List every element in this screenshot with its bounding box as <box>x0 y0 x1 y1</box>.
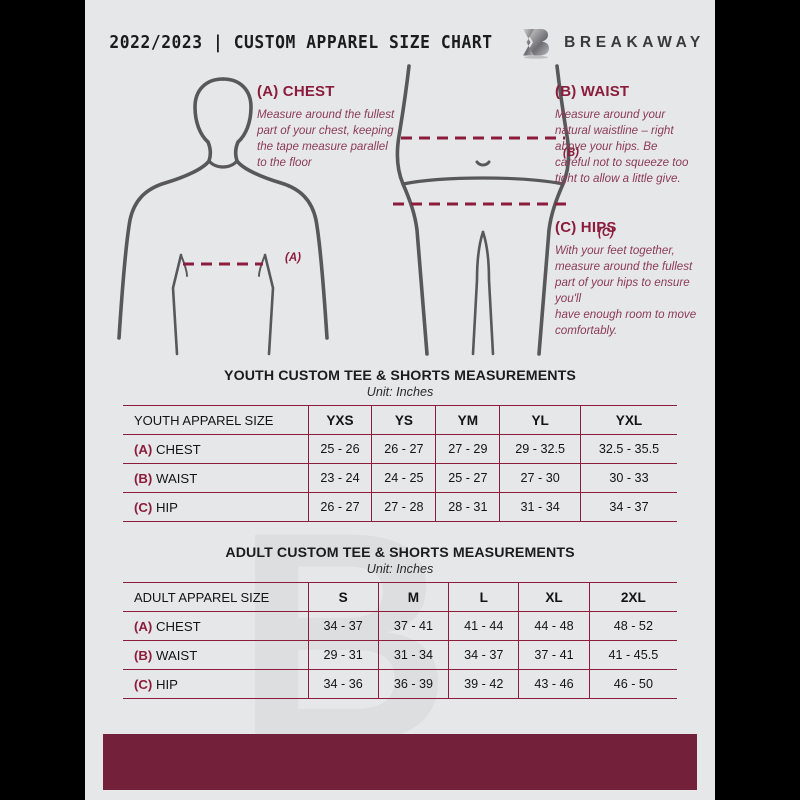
row-tag: (A) <box>134 618 153 634</box>
row-label: (C) HIP <box>123 669 308 699</box>
cell-value: 37 - 41 <box>377 611 449 641</box>
column-header-size: YS <box>371 405 436 435</box>
row-name: HIP <box>155 676 178 692</box>
row-tag: (A) <box>134 441 153 457</box>
table-row: (C) HIP 34 - 36 36 - 39 39 - 42 43 - 46 … <box>123 669 677 699</box>
youth-table-title: YOUTH CUSTOM TEE & SHORTS MEASUREMENTS <box>224 368 576 384</box>
document-body: B 2022/2023 | CUSTOM APPAREL SIZE CHART <box>85 0 715 800</box>
brand-name: BREAKAWAY <box>564 34 705 51</box>
cell-value: 28 - 31 <box>435 492 500 522</box>
page-header: 2022/2023 | CUSTOM APPAREL SIZE CHART <box>85 26 715 60</box>
column-header-size: YL <box>499 405 581 435</box>
cell-value: 27 - 28 <box>371 492 436 522</box>
page-title: 2022/2023 | CUSTOM APPAREL SIZE CHART <box>109 33 493 53</box>
row-tag: (B) <box>134 647 153 663</box>
cell-value: 43 - 46 <box>518 669 590 699</box>
breakaway-b-monogram-icon <box>523 29 550 59</box>
cell-value: 24 - 25 <box>371 463 436 493</box>
note-chest-body: Measure around the fullest part of your … <box>257 108 395 169</box>
male-hips-front-icon <box>393 64 571 356</box>
row-name: CHEST <box>155 441 201 457</box>
cell-value: 23 - 24 <box>307 463 372 493</box>
row-tag: (C) <box>134 676 153 692</box>
table-row: (C) HIP 26 - 27 27 - 28 28 - 31 31 - 34 … <box>123 492 677 522</box>
cell-value: 29 - 32.5 <box>499 434 581 464</box>
cell-value: 26 - 27 <box>307 492 372 522</box>
male-torso-front-icon <box>117 77 329 356</box>
cell-value: 37 - 41 <box>518 640 590 670</box>
row-label: (A) CHEST <box>123 434 308 464</box>
cell-value: 48 - 52 <box>588 611 677 641</box>
column-header-size: S <box>307 582 379 612</box>
cell-value: 26 - 27 <box>371 434 436 464</box>
marker-label-c: (C) <box>598 227 614 239</box>
column-header-size: YXL <box>579 405 677 435</box>
cell-value: 39 - 42 <box>448 669 519 699</box>
note-waist-title: (B) WAIST <box>555 83 630 100</box>
row-name: WAIST <box>155 647 198 663</box>
adult-table-unit: Unit: Inches <box>366 562 434 576</box>
cell-value: 31 - 34 <box>377 640 449 670</box>
adult-measurements-section: ADULT CUSTOM TEE & SHORTS MEASUREMENTS U… <box>123 545 677 699</box>
row-name: CHEST <box>155 618 201 634</box>
note-hips: (C) HIPS With your feet together, measur… <box>555 219 697 339</box>
row-label: (C) HIP <box>123 492 308 522</box>
table-row: (B) WAIST 23 - 24 24 - 25 25 - 27 27 - 3… <box>123 463 677 493</box>
cell-value: 29 - 31 <box>307 640 379 670</box>
cell-value: 34 - 37 <box>448 640 519 670</box>
footer-bar <box>103 734 697 790</box>
column-header-size: M <box>377 582 449 612</box>
adult-table-title: ADULT CUSTOM TEE & SHORTS MEASUREMENTS <box>225 545 575 561</box>
column-header-size: YM <box>435 405 500 435</box>
table-row: (A) CHEST 25 - 26 26 - 27 27 - 29 29 - 3… <box>123 434 677 464</box>
cell-value: 27 - 30 <box>499 463 581 493</box>
row-name: HIP <box>155 499 178 515</box>
table-row: (B) WAIST 29 - 31 31 - 34 34 - 37 37 - 4… <box>123 640 677 670</box>
adult-size-header: ADULT APPAREL SIZE <box>123 582 308 612</box>
note-waist-body: Measure around your natural waistline – … <box>555 108 689 185</box>
cell-value: 25 - 26 <box>307 434 372 464</box>
row-label: (A) CHEST <box>123 611 308 641</box>
cell-value: 34 - 36 <box>307 669 379 699</box>
note-chest-title: (A) CHEST <box>257 83 335 100</box>
column-header-size: 2XL <box>588 582 677 612</box>
youth-measurements-section: YOUTH CUSTOM TEE & SHORTS MEASUREMENTS U… <box>123 368 677 522</box>
cell-value: 41 - 45.5 <box>588 640 677 670</box>
row-tag: (C) <box>134 499 153 515</box>
marker-label-b: (B) <box>563 147 579 159</box>
youth-size-table: YOUTH APPAREL SIZE YXS YS YM YL YXL (A) … <box>123 405 677 522</box>
cell-value: 31 - 34 <box>499 492 581 522</box>
row-label: (B) WAIST <box>123 463 308 493</box>
column-header-size: L <box>448 582 519 612</box>
measurement-illustrations: (A) (B) (C) (A) CHEST Measure around the… <box>85 62 715 357</box>
cell-value: 30 - 33 <box>579 463 677 493</box>
marker-label-a: (A) <box>285 252 301 264</box>
cell-value: 36 - 39 <box>377 669 449 699</box>
note-waist: (B) WAIST Measure around your natural wa… <box>555 83 695 187</box>
cell-value: 25 - 27 <box>435 463 500 493</box>
youth-size-header: YOUTH APPAREL SIZE <box>123 405 308 435</box>
column-header-size: XL <box>518 582 590 612</box>
brand-lockup: BREAKAWAY <box>521 26 705 60</box>
cell-value: 44 - 48 <box>518 611 590 641</box>
table-header-row: ADULT APPAREL SIZE S M L XL 2XL <box>123 582 677 612</box>
table-header-row: YOUTH APPAREL SIZE YXS YS YM YL YXL <box>123 405 677 435</box>
note-chest: (A) CHEST Measure around the fullest par… <box>257 83 399 171</box>
youth-table-unit: Unit: Inches <box>366 385 434 399</box>
cell-value: 41 - 44 <box>448 611 519 641</box>
cell-value: 34 - 37 <box>579 492 677 522</box>
cell-value: 32.5 - 35.5 <box>579 434 677 464</box>
cell-value: 27 - 29 <box>435 434 500 464</box>
row-label: (B) WAIST <box>123 640 308 670</box>
cell-value: 34 - 37 <box>307 611 379 641</box>
row-tag: (B) <box>134 470 153 486</box>
note-hips-body: With your feet together, measure around … <box>555 244 697 337</box>
column-header-size: YXS <box>307 405 372 435</box>
cell-value: 46 - 50 <box>588 669 677 699</box>
table-row: (A) CHEST 34 - 37 37 - 41 41 - 44 44 - 4… <box>123 611 677 641</box>
note-hips-title: (C) HIPS <box>555 219 617 236</box>
adult-size-table: ADULT APPAREL SIZE S M L XL 2XL (A) CHES… <box>123 582 677 699</box>
row-name: WAIST <box>155 470 198 486</box>
